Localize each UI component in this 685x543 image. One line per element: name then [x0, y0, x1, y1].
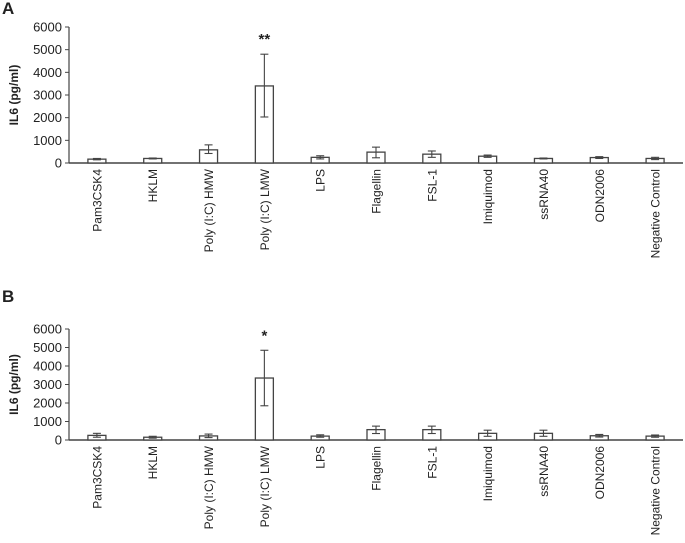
chart-a-bar-group [422, 150, 442, 164]
chart-b-bar-group [645, 434, 665, 441]
chart-a-x-tick-label: FSL-1 [425, 169, 439, 202]
chart-a-bar-group [477, 154, 498, 164]
chart-a-bar-group [645, 156, 665, 164]
chart-a-y-tick-label: 4000 [33, 65, 62, 80]
chart-a-bar-group [143, 157, 163, 164]
chart-b-bar-group [143, 435, 163, 441]
panel-b-label: B [2, 287, 15, 306]
chart-b-x-tick-label: Flagellin [370, 446, 384, 491]
chart-a-bar-group [366, 146, 386, 164]
chart-b-x-tick-label: ssRNA40 [537, 446, 551, 497]
chart-b-y-tick-label: 0 [55, 433, 62, 448]
chart-a-x-tick-label: Poly (I:C) LMW [258, 168, 272, 250]
chart-b-x-tick-label: Poly (I:C) HMW [202, 445, 216, 529]
chart-a-bar-group [254, 53, 275, 164]
chart-b-x-tick-label: FSL-1 [425, 446, 439, 479]
chart-a-bar-group [87, 157, 107, 164]
chart-b-x-tick-label: LPS [314, 446, 328, 469]
chart-b-bar-group [422, 425, 442, 441]
chart-a-y-tick-label: 3000 [33, 88, 62, 103]
chart-b-significance-marker: * [261, 327, 267, 344]
chart-a-x-tick-label: ODN2006 [593, 169, 607, 223]
chart-b-bar-group [198, 433, 219, 441]
chart-a-y-tick-label: 1000 [33, 133, 62, 148]
chart-a-x-tick-label: LPS [314, 169, 328, 192]
chart-a-bar-group [310, 155, 330, 164]
chart-b-bar-group [589, 433, 609, 441]
chart-a-x-tick-label: Flagellin [370, 169, 384, 214]
chart-b-y-tick-label: 6000 [33, 322, 62, 337]
chart-b-x-tick-label: ODN2006 [593, 446, 607, 500]
chart-a-bar-group [198, 144, 219, 164]
chart-b-bar-group [533, 429, 554, 441]
chart-b-bar-group [366, 425, 386, 441]
chart-b-bar-group [477, 429, 498, 441]
chart-b-y-tick-label: 5000 [33, 340, 62, 355]
chart-a-x-tick-label: ssRNA40 [537, 169, 551, 220]
chart-b-x-tick-label: Pam3CSK4 [90, 446, 104, 509]
chart-a-bar-group [533, 157, 554, 164]
chart-a-x-tick-label: Imiquimod [481, 169, 495, 224]
chart-b-y-axis-label: IL6 (pg/ml) [7, 354, 21, 415]
chart-a-y-tick-label: 6000 [33, 20, 62, 35]
chart-a-x-tick-label: Negative Control [649, 169, 663, 258]
chart-a-y-tick-label: 0 [55, 156, 62, 171]
chart-a-y-tick-label: 5000 [33, 42, 62, 57]
chart-a-x-tick-label: HKLM [146, 169, 160, 202]
chart-b-y-tick-label: 4000 [33, 359, 62, 374]
chart-a-x-tick-label: Pam3CSK4 [90, 169, 104, 232]
chart-a-x-tick-label: Poly (I:C) HMW [202, 168, 216, 252]
chart-a-bar-group [589, 156, 609, 164]
chart-b-bar-group [254, 349, 275, 441]
chart-a-significance-marker: ** [259, 31, 271, 48]
chart-a-y-axis-label: IL6 (pg/ml) [7, 65, 21, 126]
panel-a-label: A [2, 0, 15, 18]
chart-b-x-tick-label: Imiquimod [481, 446, 495, 501]
chart-a-y-tick-label: 2000 [33, 110, 62, 125]
chart-b-y-tick-label: 1000 [33, 414, 62, 429]
chart-b-y-tick-label: 3000 [33, 377, 62, 392]
chart-b-bar-group [310, 434, 330, 441]
chart-b-x-tick-label: Poly (I:C) LMW [258, 445, 272, 527]
chart-b-y-tick-label: 2000 [33, 396, 62, 411]
chart-b-bar-group [87, 432, 107, 441]
chart-b-x-tick-label: Negative Control [649, 446, 663, 535]
chart-a: 0 1000 2000 3000 4000 5000 6000 IL6 (pg/ml) Pam3… [7, 20, 683, 258]
chart-b-x-tick-label: HKLM [146, 446, 160, 479]
